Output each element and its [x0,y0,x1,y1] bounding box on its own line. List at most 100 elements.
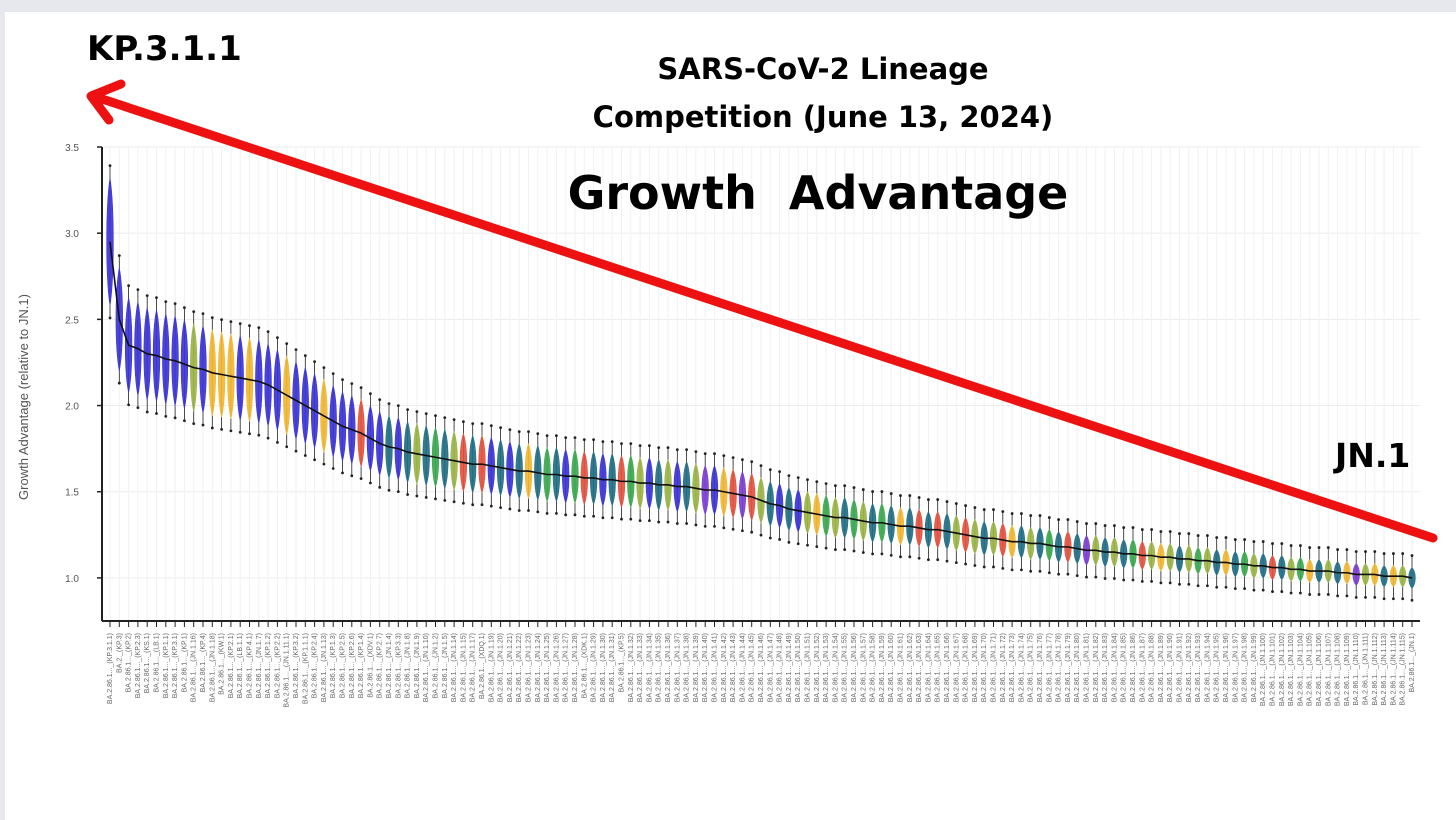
violin-min-point [675,522,679,525]
x-tick-label: BA.2.86.1..._(JN.1.90) [1167,633,1174,702]
violin-max-point [1057,518,1060,521]
violin-min-point [899,555,902,559]
violin-max-point [750,460,754,463]
violin-min-point [1336,594,1339,598]
violin-max-point [1140,528,1144,531]
violin-min-point [238,430,242,434]
violin-max-point [1392,552,1395,555]
violin-max-point [1354,550,1358,553]
violin-min-point [871,552,874,556]
x-tick-label: BA.2.86.1..._(JN.1.76) [1037,633,1044,702]
violin-min-point [1122,578,1126,582]
violin-max-point [396,404,400,408]
x-tick-label: BA.2.86.1..._(JN.1) [1409,633,1416,693]
violin-max-point [555,434,558,438]
x-tick-label: BA.2.86.1..._(JN.1.34) [646,633,653,702]
violin-min-point [982,565,986,569]
x-tick-label: BA.2.86.1..._(XDV.1) [367,633,374,698]
x-tick-label: BA.2.86.1..._(JN.1.49) [786,633,793,702]
violin-max-point [471,422,475,426]
violin-min-point [582,514,586,518]
x-tick-label: BA.2.86.1..._(JN.1.84) [1111,633,1118,702]
x-tick-label: BA.2.86.1..._(JN.1.113) [1381,633,1388,706]
x-tick-label: BA.2.86.1..._(KP.1) [181,633,188,692]
violin-max-point [1382,552,1386,555]
violin-min-point [1094,575,1098,579]
violin-max-point [1196,534,1200,537]
violin-min-point [155,412,158,415]
x-tick-label: BA.2.86.1..._(JN.1.69) [972,633,979,702]
violin-max-point [768,468,772,471]
x-tick-label: BA.2.86.1..._(JN.1.105) [1307,633,1314,706]
violin-min-point [694,523,698,527]
x-tick-label: BA.2.86.1..._(JN.1.43) [730,633,737,702]
violin-min-point [489,504,493,508]
violin-max-point [982,508,986,511]
violin-max-point [201,312,205,316]
violin-min-point [973,564,977,567]
violin-max-point [592,438,595,442]
violin-max-point [713,452,716,455]
x-tick-label: BA.2.86.1..._(JN.1.61) [898,633,905,702]
violin-max-point [183,306,186,310]
violin-min-point [1113,577,1116,580]
violin-max-point [1271,542,1274,545]
label-jn-1: JN.1 [1335,436,1411,475]
violin-max-point [387,402,391,406]
violin-min-point [499,506,502,509]
x-tick-label: BA.2.86.1..._(JN.1.79) [1065,633,1072,702]
violin-min-point [759,533,763,537]
x-tick-label: BA.2.86.1..._(KS.1) [144,633,151,693]
violin-min-point [964,562,967,566]
x-tick-label: BA.2.86.1..._(KP.1.1.1) [302,633,309,704]
trend-arrow [86,79,1438,543]
x-tick-label: BA.2.86.1..._(JN.1.32) [628,633,635,702]
violin-min-point [861,551,865,554]
violin-min-point [1252,588,1256,592]
violin-min-point [183,419,186,423]
violin-max-point [610,440,614,444]
x-ticks: BA.2.86.1..._(KP.3.1.1) BA.2._(KP.3) BA.2.… [107,621,1416,708]
violin-min-point [1001,566,1005,570]
violin-min-point [992,565,995,569]
violin-max-point [369,392,372,396]
violin-max-point [824,482,828,485]
x-tick-label: BA.2.86.1..._(JN.1.22) [516,633,523,702]
x-tick-label: BA.2.86.1..._(JN.1.46) [758,633,765,702]
x-tick-label: BA.2.86.1..._(JN.1.97) [1232,633,1239,702]
violin-max-point [322,366,326,370]
violin-min-point [1224,585,1228,589]
violin-max-point [248,324,251,328]
violin-max-point [238,322,242,326]
x-tick-label: BA.2.86.1..._(KP.3.3) [395,633,402,698]
x-tick-label: BA.2.86.1..._(JN.1.77) [1046,633,1053,702]
violin-min-point [1178,582,1181,586]
x-tick-label: BA.2.86.1..._(JN.1.51) [805,633,812,702]
x-tick-label: BA.2.86.1..._(KP.2.2) [274,633,281,698]
x-tick-label: BA.2.86.1..._(KP.4.1) [247,633,254,698]
x-tick-label: BA.2.86.1..._(JN.1.44) [739,633,746,702]
violin-max-point [536,432,540,436]
violin-max-point [108,164,112,168]
violin-max-point [675,448,679,451]
violin-min-point [294,449,298,453]
x-tick-label: BA.2.86.1..._(JN.1.20) [498,633,505,702]
violin-min-point [434,497,437,501]
violin-max-point [1215,536,1219,539]
x-tick-label: BA.2.86.1..._(JN.1.23) [526,633,533,702]
violin-min-point [750,530,754,534]
violin-min-point [806,543,809,547]
x-tick-label: BA.2.86.1..._(JN.1.28) [572,633,579,702]
violin-min-point [220,428,224,431]
violin-max-point [778,470,781,473]
violin-max-point [834,484,837,487]
x-tick-label: BA.2.86.1..._(KW.1) [219,633,226,695]
x-tick-label: BA.2.86.1..._(JN.1.50) [795,633,802,702]
x-tick-label: BA.2.86.1..._(JN.1.13) [321,633,328,702]
violin-min-point [108,316,112,320]
x-tick-label: BA.2.86.1..._(JN.1.31) [609,633,616,702]
violin-min-point [1085,575,1088,579]
violin-max-point [861,488,865,491]
violin-max-point [164,300,168,304]
x-tick-label: BA.2.86.1..._(JN.1.58) [870,633,877,702]
